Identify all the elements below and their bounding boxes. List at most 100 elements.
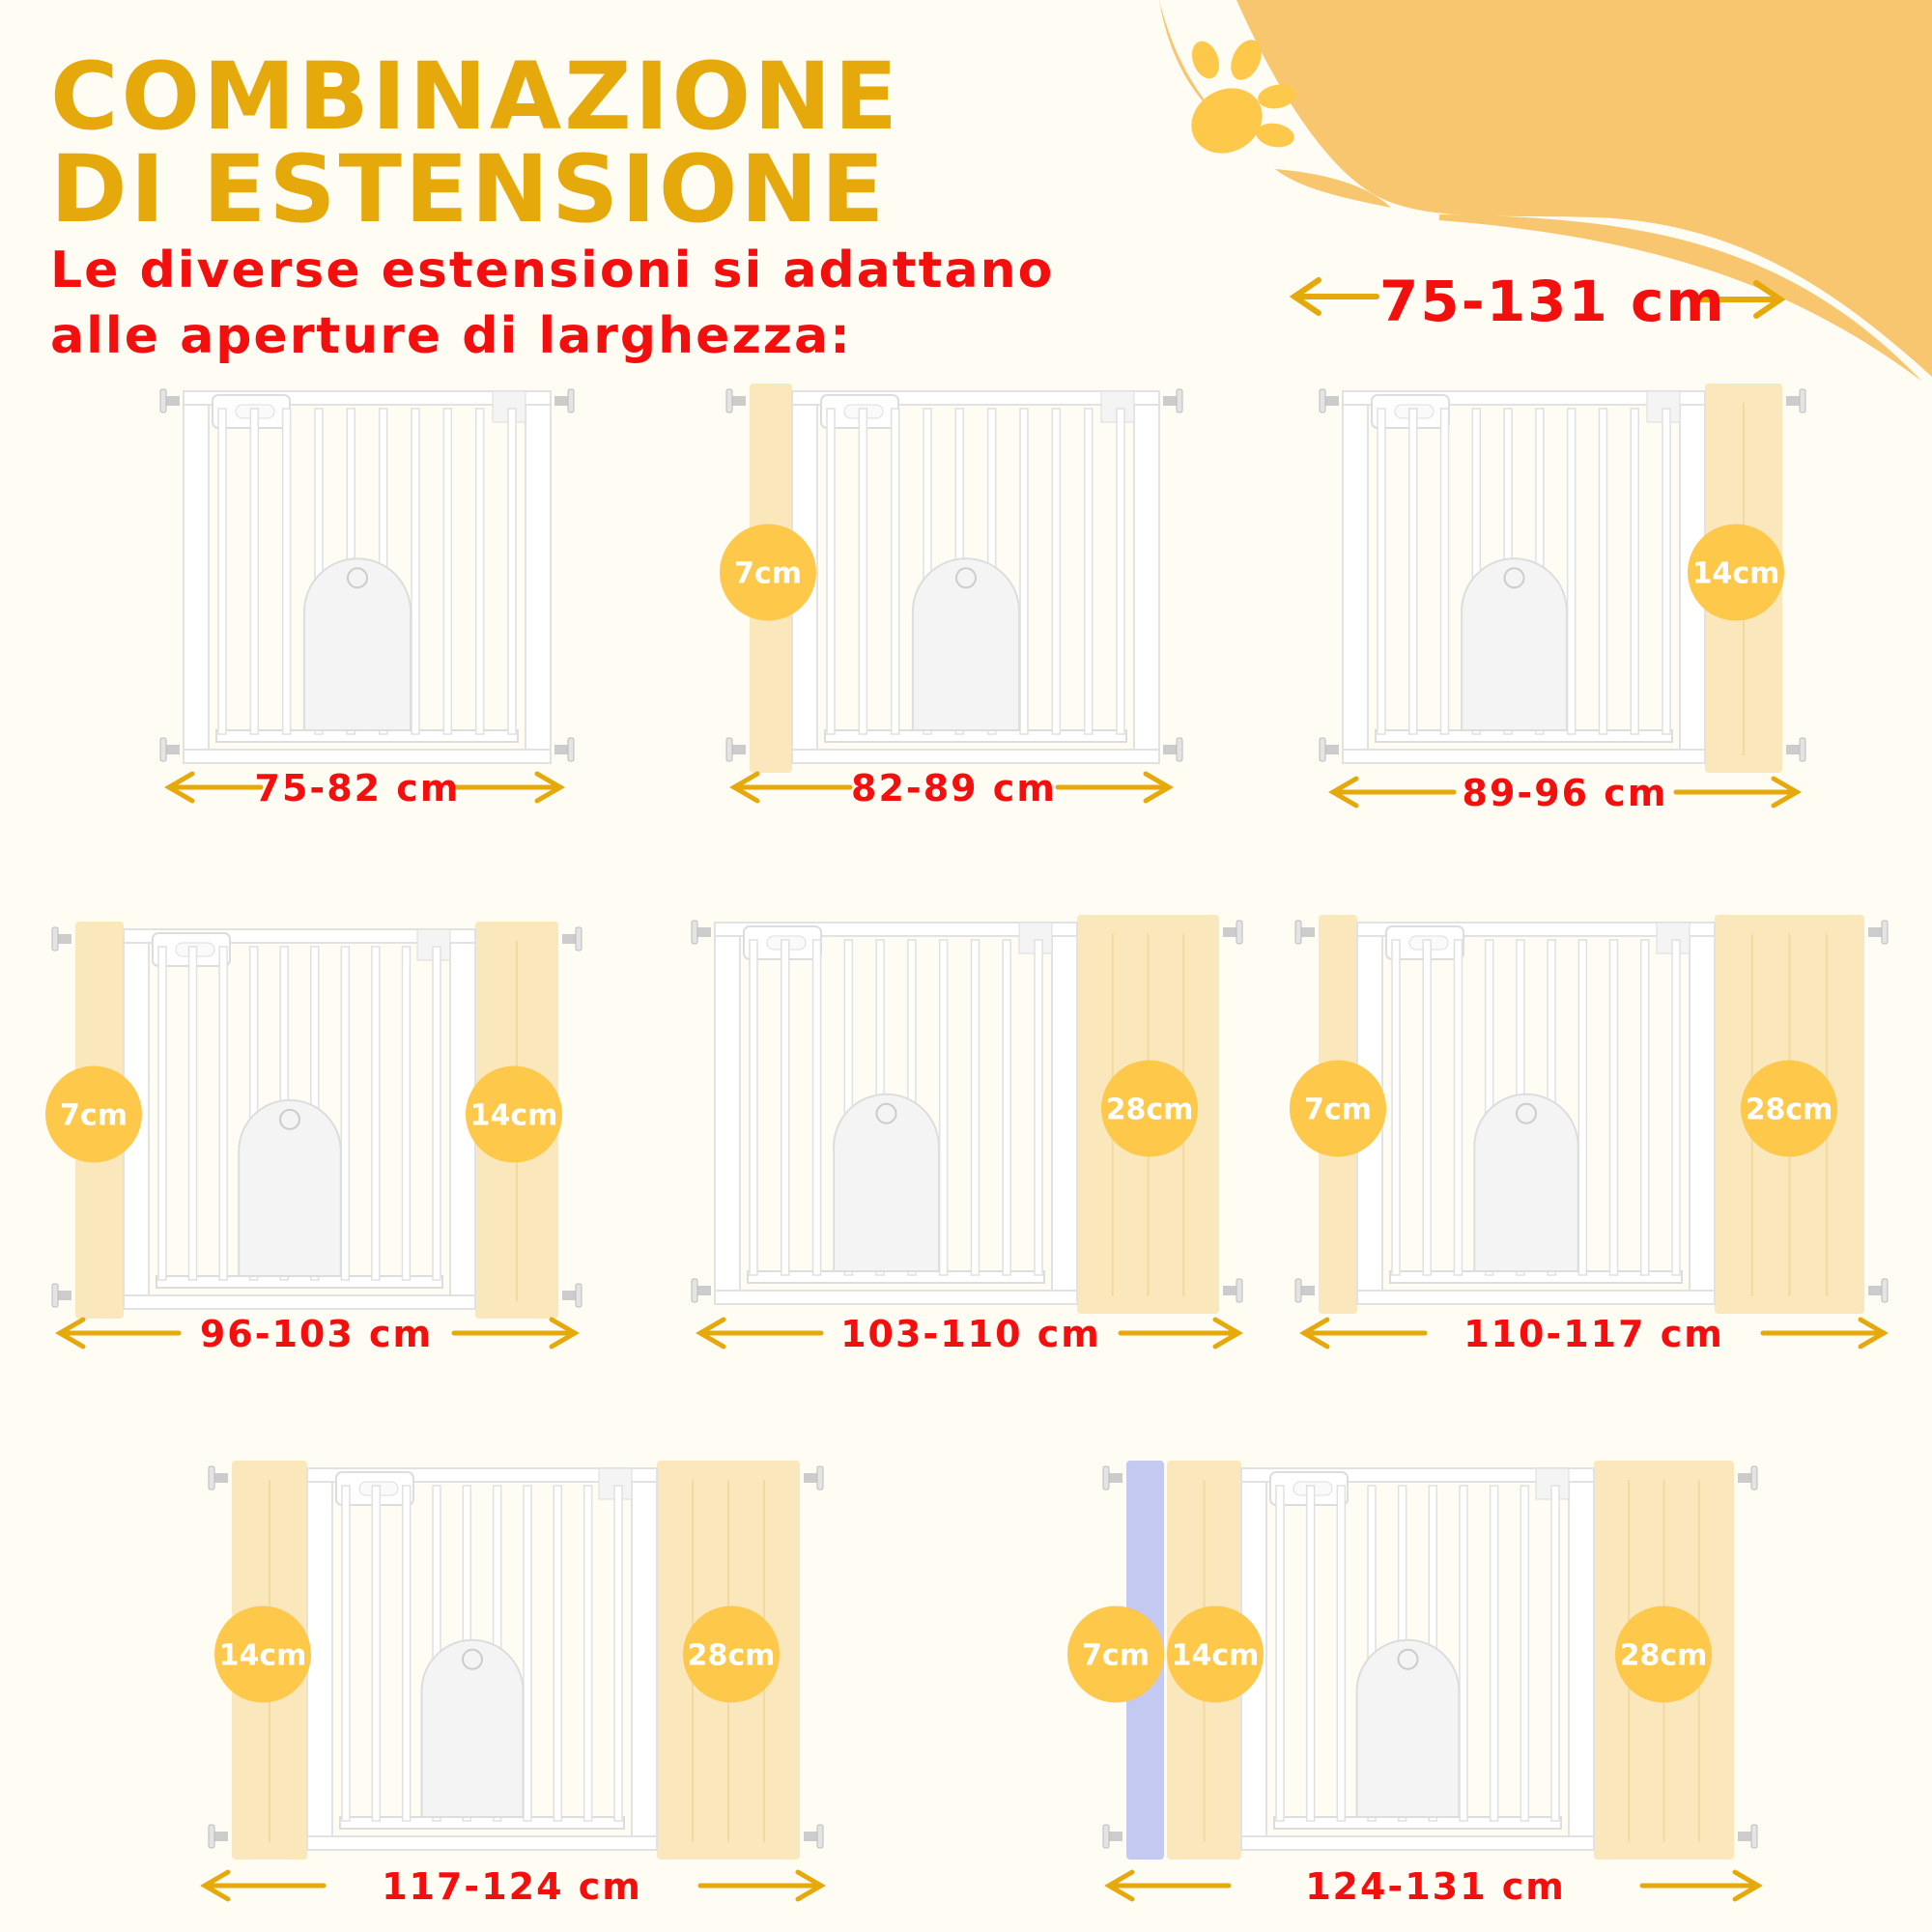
extension-size-label: 28cm [688, 1639, 776, 1673]
title-line-2: DI ESTENSIONE [50, 135, 888, 243]
extension-size-badge [466, 1065, 562, 1163]
door-bottom-bar [215, 729, 519, 743]
pressure-bolt [54, 1291, 71, 1300]
pressure-bolt [162, 745, 180, 754]
gate-bar [811, 939, 822, 1276]
gate-bar [217, 408, 227, 735]
extension-size-badge [1688, 524, 1784, 621]
gate-bar [1034, 939, 1043, 1276]
wave-stroke [1439, 214, 1922, 382]
pressure-bolt [1738, 1473, 1755, 1483]
door-bottom-bar [1273, 1816, 1562, 1830]
wave-stroke [1275, 169, 1391, 208]
pressure-bolt [728, 745, 746, 754]
gate-right-post [1689, 922, 1716, 1305]
gate-configuration: 7cm 14cm 28cm 124-131 cm [1067, 1461, 1763, 1908]
pressure-bolt [211, 1832, 228, 1841]
gate-bar [938, 939, 949, 1276]
bolt-cap [1881, 1278, 1889, 1303]
gate-bar [1662, 408, 1671, 735]
bolt-cap [208, 1824, 215, 1849]
extension-size-badge [1615, 1605, 1712, 1703]
door-bottom-bar [339, 1816, 625, 1830]
width-range-label: 82-89 cm [851, 767, 1057, 810]
extension-size-badge [1290, 1060, 1386, 1157]
bolt-cap [1750, 1465, 1758, 1491]
pressure-bolt [1321, 396, 1339, 406]
extension-size-label: 14cm [1172, 1639, 1260, 1673]
cat-flap-door [1355, 1638, 1461, 1818]
pressure-bolt [1163, 745, 1180, 754]
pressure-bolt [1105, 1473, 1122, 1483]
extension-size-badge [214, 1605, 311, 1703]
gate-right-post [631, 1467, 658, 1851]
gate-bar [582, 1485, 593, 1822]
bolt-cap [1236, 920, 1243, 945]
door-bottom-bar [747, 1270, 1045, 1284]
gate-bar [1550, 1485, 1560, 1822]
cat-flap-lock-icon [1397, 1648, 1419, 1670]
gate-bar [1083, 408, 1094, 735]
extension-size-badge [1101, 1060, 1198, 1157]
gate-bar [826, 408, 836, 735]
gate-bottom-rail [306, 1835, 658, 1851]
cat-flap-door [1461, 557, 1568, 731]
gate-bar [1608, 939, 1619, 1276]
bolt-cap [1319, 737, 1326, 762]
gate-right-post [1568, 1467, 1595, 1851]
gate-bar [1305, 1485, 1316, 1822]
gate-configuration: 75-82 cm [159, 388, 575, 810]
bolt-cap [816, 1465, 824, 1491]
gate-bottom-rail [1240, 1835, 1595, 1851]
gate-right-post [1133, 390, 1160, 764]
gate-bottom-rail [183, 749, 552, 764]
bolt-cap [691, 1278, 698, 1303]
cat-flap-lock-icon [955, 567, 977, 589]
gate-bar [401, 946, 412, 1281]
gate-bottom-rail [714, 1290, 1078, 1305]
bolt-cap [1799, 388, 1806, 413]
door-bottom-bar [1389, 1270, 1683, 1284]
pressure-bolt [1105, 1832, 1122, 1841]
overall-arrow-right [1697, 280, 1786, 319]
gate-bar [1453, 939, 1463, 1276]
door-bottom-bar [1375, 729, 1673, 743]
gate-bar [401, 1485, 412, 1822]
bolt-cap [208, 1465, 215, 1491]
width-range-label: 89-96 cm [1463, 772, 1668, 814]
gate-bar [970, 939, 980, 1276]
bolt-cap [575, 926, 582, 952]
pressure-bolt [804, 1473, 821, 1483]
cat-flap-door [238, 1098, 342, 1277]
pressure-bolt [1786, 396, 1804, 406]
gate-configuration: 7cm 82-89 cm [720, 384, 1183, 810]
extension-size-label: 7cm [1082, 1639, 1150, 1673]
width-range-label: 96-103 cm [200, 1313, 433, 1355]
pressure-bolt [554, 745, 572, 754]
cat-flap-door [420, 1638, 525, 1818]
gate-bar [858, 408, 868, 735]
gate-bar [1630, 408, 1639, 735]
pressure-bolt [1223, 1286, 1240, 1295]
bolt-cap [1294, 1278, 1302, 1303]
gate-bar [218, 946, 228, 1281]
gate-bar [523, 1485, 532, 1822]
pressure-bolt [1868, 927, 1886, 937]
arrow-left-icon [1299, 1317, 1330, 1350]
bolt-cap [1102, 1824, 1110, 1849]
width-range-label: 110-117 cm [1463, 1313, 1724, 1355]
extension-size-badge [683, 1605, 780, 1703]
gate-bar [781, 939, 790, 1276]
bolt-cap [575, 1283, 582, 1308]
width-range-label: 75-82 cm [255, 767, 461, 810]
cat-flap-door [302, 557, 412, 731]
extension-size-label: 7cm [60, 1099, 128, 1133]
pressure-bolt [54, 934, 71, 944]
gate-configuration: 14cm 28cm 117-124 cm [200, 1461, 826, 1908]
bolt-cap [1236, 1278, 1243, 1303]
bolt-cap [816, 1824, 824, 1849]
gate-bar [613, 1485, 623, 1822]
gate-bottom-rail [791, 749, 1160, 764]
pressure-bolt [694, 927, 711, 937]
